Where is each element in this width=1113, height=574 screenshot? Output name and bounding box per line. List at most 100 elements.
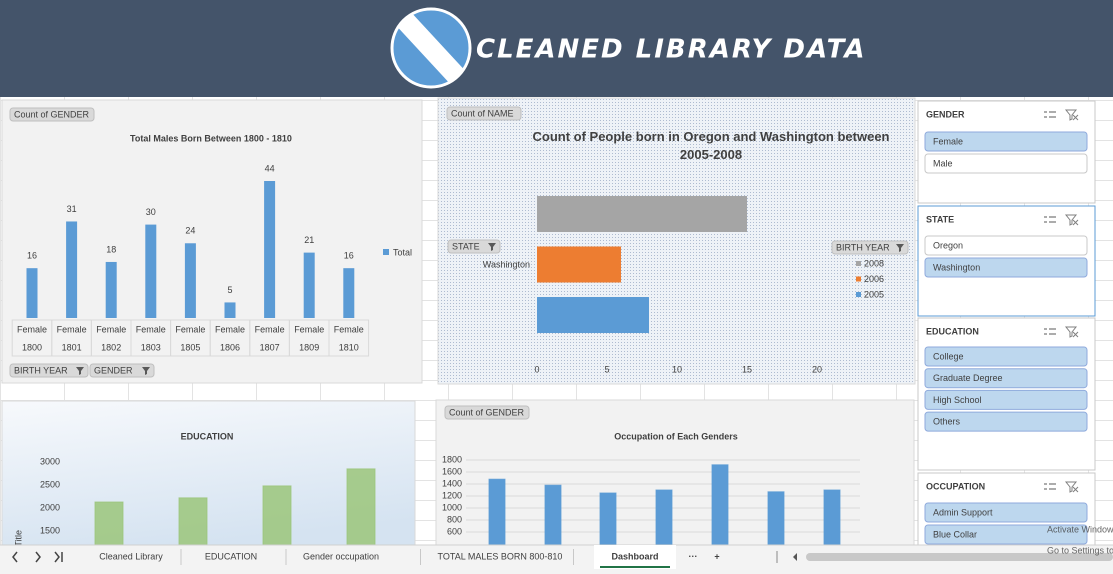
legend-label: Total [393,247,412,257]
more-tabs[interactable]: ··· [689,551,698,561]
x-tick-label: 1803 [141,342,161,352]
field-button[interactable] [831,240,909,255]
bar [224,302,236,318]
slicer-item-label[interactable]: Male [933,158,953,168]
scroll-left[interactable] [793,553,797,561]
field-button-label[interactable]: Count of NAME [451,108,514,118]
field-button-label[interactable]: Count of GENDER [449,407,525,417]
clear-filter-icon[interactable] [1064,326,1079,338]
slicer-item[interactable] [924,257,1088,278]
watermark: Go to Settings to activate Windows. [1047,545,1113,555]
x-tick-label: 1805 [180,342,200,352]
slicer-item[interactable] [924,235,1088,256]
x-group-label: Female [136,324,166,334]
field-button-label[interactable]: BIRTH YEAR [14,365,68,375]
bar [343,268,355,318]
x-group-label: Female [215,324,245,334]
multi-select-icon[interactable] [1044,111,1056,118]
slicer-item[interactable] [924,131,1088,152]
clear-filter-icon[interactable] [1064,481,1079,493]
data-label: 5 [227,285,232,295]
slicer-item-label[interactable]: Graduate Degree [933,373,1003,383]
slicer-item-label[interactable]: Washington [933,262,980,272]
multi-select-icon[interactable] [1044,216,1056,223]
data-label: 30 [146,207,156,217]
chart-panel [1,400,416,552]
clear-filter-icon[interactable] [1064,214,1079,226]
x-tick-label: 20 [812,364,822,374]
field-button[interactable] [444,405,530,420]
y-tick-label: 1600 [442,466,462,476]
x-tick-label: 1809 [299,342,319,352]
nav-arrows[interactable] [12,551,63,563]
y-tick-label: 2500 [40,479,60,489]
x-group-label: Female [294,324,324,334]
bar [145,224,157,318]
filter-icon [488,243,496,251]
multi-select-icon[interactable] [1044,483,1056,490]
sheet-tab[interactable]: Dashboard [611,551,658,561]
field-button[interactable] [89,363,155,378]
slicer [917,100,1096,204]
slicer-item[interactable] [924,502,1088,523]
field-button-label[interactable]: GENDER [94,365,133,375]
x-tick-label: 1807 [260,342,280,352]
field-button-label[interactable]: Count of GENDER [14,109,90,119]
field-button-label[interactable]: STATE [452,241,480,251]
y-tick-label: 1200 [442,490,462,500]
slicer-item[interactable] [924,153,1088,174]
slicer-item-label[interactable]: Others [933,416,961,426]
field-button-label[interactable]: BIRTH YEAR [836,242,890,252]
slicer-item[interactable] [924,368,1088,389]
slicer-item[interactable] [924,524,1088,545]
slicer-item-label[interactable]: Oregon [933,240,963,250]
slicer-item-label[interactable]: High School [933,395,982,405]
add-sheet[interactable]: + [714,551,719,561]
scrollbar-thumb[interactable] [806,553,1113,561]
slicer-item[interactable] [924,389,1088,410]
legend-swatch [856,261,861,266]
x-tick-label: 1801 [62,342,82,352]
slicer-item-label[interactable]: College [933,351,964,361]
sheet-tab-active[interactable] [594,545,676,569]
field-button[interactable] [446,106,522,121]
slicer-item-label[interactable]: Blue Collar [933,529,977,539]
chart-title: Total Males Born Between 1800 - 1810 [130,133,292,143]
data-label: 24 [185,226,195,236]
data-label: 21 [304,235,314,245]
bar [105,261,117,318]
field-button[interactable] [9,107,95,122]
bar [537,196,747,232]
y-tick-label: 1000 [442,502,462,512]
slicer-title: STATE [926,214,954,224]
slicer-item[interactable] [924,411,1088,432]
header-bar [0,0,1113,97]
slicer-item-label[interactable]: Female [933,136,963,146]
sheet-tab[interactable]: Cleaned Library [99,551,163,561]
x-group-label: Female [96,324,126,334]
sheet-tab[interactable]: EDUCATION [205,551,257,561]
slicer-item-label[interactable]: Admin Support [933,507,993,517]
x-tick-label: 15 [742,364,752,374]
sheet-tab[interactable]: Gender occupation [303,551,379,561]
x-tick-label: 10 [672,364,682,374]
legend-swatch [856,292,861,297]
chart-panel [1,99,423,384]
multi-select-icon[interactable] [1044,328,1056,335]
header-title: CLEANED LIBRARY DATA [476,35,866,65]
y-tick-label: Washington [483,259,530,269]
bar [537,246,621,283]
bar [184,243,196,318]
sheet-tab[interactable]: TOTAL MALES BORN 800-810 [438,551,563,561]
field-button[interactable] [447,239,501,254]
x-group-label: Female [57,324,87,334]
data-label: 18 [106,244,116,254]
slicer-item[interactable] [924,346,1088,367]
clear-filter-icon[interactable] [1064,109,1079,121]
legend-label: 2005 [864,289,884,299]
field-button[interactable] [9,363,89,378]
bar [26,268,38,318]
x-group-label: Female [334,324,364,334]
